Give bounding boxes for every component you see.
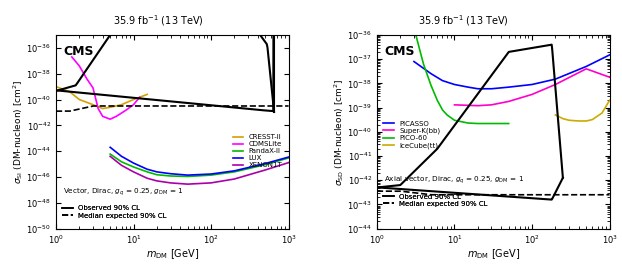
- Text: 35.9 fb$^{-1}$ (13 TeV): 35.9 fb$^{-1}$ (13 TeV): [113, 13, 204, 28]
- Legend: Observed 90% CL, Median expected 90% CL: Observed 90% CL, Median expected 90% CL: [60, 203, 169, 221]
- X-axis label: $m_{\rm DM}$ [GeV]: $m_{\rm DM}$ [GeV]: [146, 247, 199, 261]
- Text: CMS: CMS: [63, 45, 93, 58]
- Text: Axial vector, Dirac, $g_q$ = 0.25, $g_{\rm DM}$ = 1: Axial vector, Dirac, $g_q$ = 0.25, $g_{\…: [384, 174, 524, 186]
- Text: 35.9 fb$^{-1}$ (13 TeV): 35.9 fb$^{-1}$ (13 TeV): [418, 13, 509, 28]
- Y-axis label: $\sigma_{\rm SD}$ (DM-nucleon) [cm$^2$]: $\sigma_{\rm SD}$ (DM-nucleon) [cm$^2$]: [332, 78, 346, 186]
- X-axis label: $m_{\rm DM}$ [GeV]: $m_{\rm DM}$ [GeV]: [466, 247, 520, 261]
- Legend: Observed 90% CL, Median expected 90% CL: Observed 90% CL, Median expected 90% CL: [381, 191, 491, 210]
- Text: Vector, Dirac, $g_q$ = 0.25, $g_{\rm DM}$ = 1: Vector, Dirac, $g_q$ = 0.25, $g_{\rm DM}…: [63, 186, 183, 197]
- Text: CMS: CMS: [384, 45, 414, 58]
- Y-axis label: $\sigma_{\rm SI}$ (DM-nucleon) [cm$^2$]: $\sigma_{\rm SI}$ (DM-nucleon) [cm$^2$]: [11, 80, 25, 184]
